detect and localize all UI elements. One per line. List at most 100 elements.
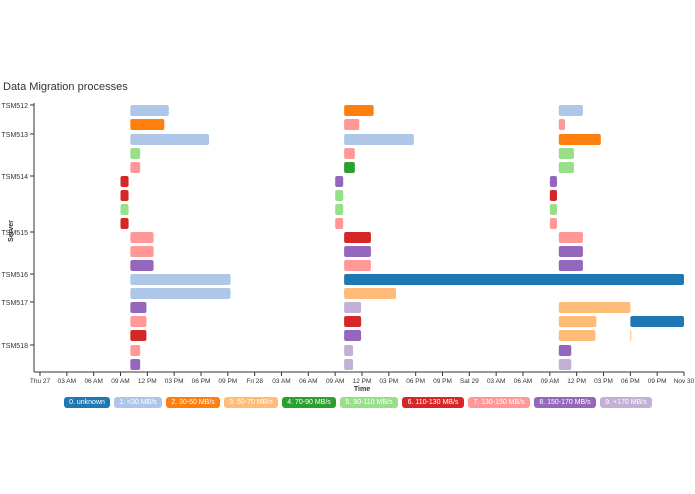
task-bar[interactable] [130, 119, 165, 130]
legend-item[interactable]: 5. 90-110 MB/s [340, 397, 398, 408]
x-tick-label: 03 PM [379, 378, 398, 385]
y-axis: TSM512 TSM513 TSM514 TSM515 TSM516 TSM517 TSM5… [2, 103, 35, 372]
task-bar[interactable] [344, 274, 684, 285]
task-bar[interactable] [549, 218, 557, 229]
legend-item[interactable]: 1. <30 MB/s [114, 397, 162, 408]
task-bar[interactable] [558, 316, 597, 327]
x-tick-label: 06 AM [299, 378, 317, 385]
task-bar[interactable] [558, 260, 583, 271]
task-bar[interactable] [344, 105, 374, 116]
task-bar[interactable] [558, 345, 572, 356]
task-bar[interactable] [558, 119, 566, 130]
x-tick-label: 09 PM [218, 378, 237, 385]
task-bar[interactable] [549, 190, 557, 201]
task-bar[interactable] [130, 246, 154, 257]
legend-item[interactable]: 9. +170 MB/s [600, 397, 652, 408]
task-bar[interactable] [344, 148, 355, 159]
y-tick-label: TSM514 [2, 174, 29, 181]
x-tick-label: 06 PM [621, 378, 640, 385]
y-tick-label: TSM513 [2, 132, 29, 139]
task-bar[interactable] [130, 288, 231, 299]
x-tick-label: 03 AM [58, 378, 76, 385]
task-bar[interactable] [344, 134, 414, 145]
task-bar[interactable] [558, 134, 601, 145]
task-bar[interactable] [344, 359, 354, 370]
task-bar[interactable] [344, 316, 362, 327]
task-bar[interactable] [120, 176, 129, 187]
x-tick-label: 06 PM [406, 378, 425, 385]
task-bar[interactable] [130, 134, 210, 145]
x-tick-label: 09 PM [433, 378, 452, 385]
x-tick-label: 09 AM [111, 378, 129, 385]
task-bar[interactable] [130, 316, 147, 327]
task-bar[interactable] [335, 190, 344, 201]
task-bar[interactable] [130, 330, 147, 341]
task-bar[interactable] [335, 218, 344, 229]
task-bar[interactable] [549, 204, 557, 215]
task-bar[interactable] [120, 218, 129, 229]
legend-item[interactable]: 8. 150-170 MB/s [534, 397, 596, 408]
task-bar[interactable] [335, 204, 344, 215]
y-tick-label: TSM516 [2, 272, 29, 279]
task-bar[interactable] [120, 204, 129, 215]
legend-item[interactable]: 6. 110-130 MB/s [402, 397, 464, 408]
task-bar[interactable] [344, 246, 371, 257]
x-tick-label: 12 PM [353, 378, 372, 385]
task-bar[interactable] [344, 162, 355, 173]
y-tick-label: TSM512 [2, 103, 29, 110]
task-bar[interactable] [130, 302, 147, 313]
legend-item[interactable]: 7. 130-150 MB/s [468, 397, 530, 408]
task-bar[interactable] [630, 316, 684, 327]
legend-item[interactable]: 0. unknown [64, 397, 110, 408]
x-tick-label: Fri 28 [246, 378, 263, 385]
task-bar[interactable] [344, 288, 396, 299]
task-bar[interactable] [558, 148, 574, 159]
chart-title: Data Migration processes [3, 81, 128, 93]
x-tick-label: 03 AM [487, 378, 505, 385]
task-bar[interactable] [130, 260, 154, 271]
task-bar[interactable] [558, 232, 583, 243]
task-bar[interactable] [130, 148, 141, 159]
task-bar[interactable] [558, 330, 596, 341]
task-bar[interactable] [120, 190, 129, 201]
task-bar[interactable] [130, 345, 141, 356]
task-bar[interactable] [558, 359, 572, 370]
x-tick-label: 09 AM [541, 378, 559, 385]
legend-item[interactable]: 3. 50-70 MB/s [224, 397, 278, 408]
task-bar[interactable] [549, 176, 557, 187]
task-bar[interactable] [344, 232, 371, 243]
task-bar[interactable] [344, 302, 362, 313]
x-tick-label: Sat 29 [460, 378, 479, 385]
task-bar[interactable] [335, 176, 344, 187]
y-tick-label: TSM518 [2, 343, 29, 350]
task-bar[interactable] [344, 119, 360, 130]
legend-item[interactable]: 4. 70-90 MB/s [282, 397, 336, 408]
legend-item[interactable]: 2. 30-50 MB/s [166, 397, 220, 408]
task-bar[interactable] [630, 330, 632, 341]
task-bar[interactable] [344, 260, 371, 271]
x-tick-label: 09 AM [326, 378, 344, 385]
x-tick-label: 06 AM [514, 378, 532, 385]
task-bar[interactable] [344, 345, 354, 356]
task-bar[interactable] [558, 246, 583, 257]
task-bar[interactable] [130, 274, 231, 285]
x-tick-label: 12 PM [567, 378, 586, 385]
x-tick-label: 03 PM [165, 378, 184, 385]
task-bar[interactable] [130, 232, 154, 243]
x-axis: Thu 27 03 AM 06 AM 09 AM 12 PM 03 PM 06 PM 09 P… [30, 371, 695, 385]
task-bar[interactable] [558, 105, 583, 116]
task-bar[interactable] [130, 105, 169, 116]
x-tick-label: 09 PM [648, 378, 667, 385]
x-tick-label: 12 PM [138, 378, 157, 385]
x-tick-label: 06 PM [192, 378, 211, 385]
task-bar[interactable] [558, 162, 574, 173]
task-bars [120, 105, 684, 370]
task-bar[interactable] [558, 302, 631, 313]
x-axis-label: Time [354, 386, 370, 393]
task-bar[interactable] [130, 359, 141, 370]
task-bar[interactable] [344, 330, 362, 341]
x-tick-label: 06 AM [84, 378, 102, 385]
task-bar[interactable] [130, 162, 141, 173]
y-tick-label: TSM517 [2, 300, 29, 307]
